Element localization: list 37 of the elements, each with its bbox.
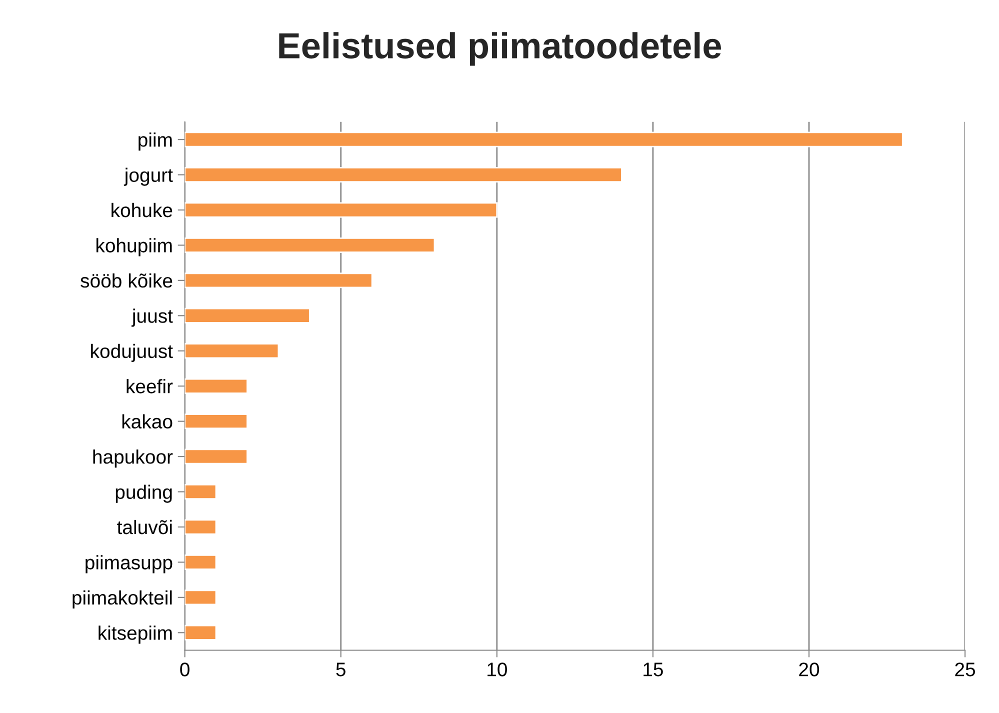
y-tick-label: kodujuust [91,344,173,362]
y-tick-label: juust [131,308,173,327]
y-tick-label: taluvõi [117,520,172,534]
y-tick-label: hapukoor [93,449,173,468]
bar [184,202,498,218]
bar [184,132,904,148]
bar [184,308,310,324]
chart-title: Eelistused piimatoodetele [279,32,722,66]
x-tick-label: 10 [488,662,507,676]
y-tick-label: piimakokteil [72,590,172,609]
y-tick-label: piim [138,132,172,151]
y-tick-label: kitsepiim [98,626,172,644]
x-tick-label: 25 [955,662,976,676]
y-tick-label: sööb kõike [80,273,172,288]
y-tick-label: keefir [126,379,173,394]
bar [184,272,373,288]
bar [184,237,436,253]
y-tick-label: puding [116,484,172,503]
bar [184,167,622,182]
bar [184,519,217,535]
y-tick-label: kakao [122,414,172,429]
x-tick-label: 0 [180,662,190,676]
bar [184,343,280,359]
bar [184,590,217,606]
y-tick-label: kohuke [112,202,172,218]
x-tick-label: 15 [644,662,663,676]
y-tick-label: piimasupp [86,555,172,574]
x-tick-label: 5 [336,662,346,676]
y-tick-label: jogurt [124,168,173,186]
bar [184,414,248,430]
y-tick-label: kohupiim [96,238,172,256]
x-tick-label: 20 [799,662,820,676]
bar [184,448,248,464]
bar [184,624,217,640]
bar [184,484,217,500]
bar [184,554,217,570]
bar [184,378,248,394]
